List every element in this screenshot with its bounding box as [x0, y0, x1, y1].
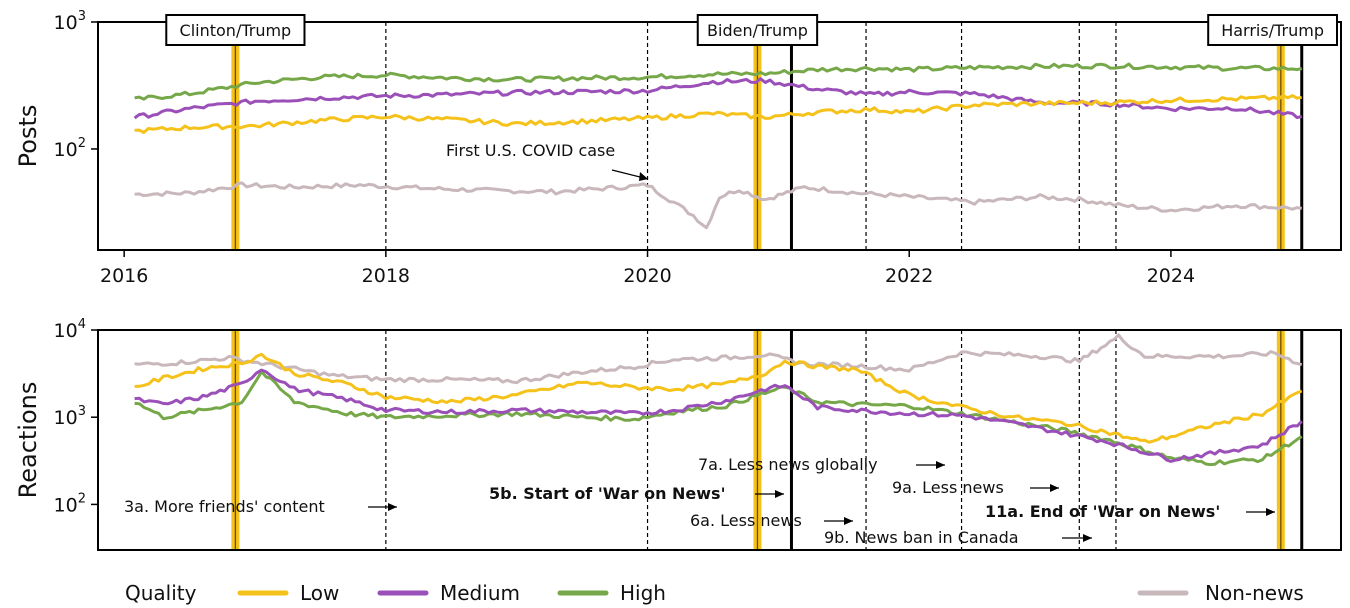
reactions-axes-frame [97, 329, 1342, 551]
reactions-ylabel: Reactions [14, 382, 42, 499]
annotation-arrowhead [775, 490, 784, 498]
legend: Quality Low Medium High Non-news [125, 581, 1304, 605]
annotation-arrowhead [388, 503, 397, 511]
posts-panel: 102 103 2016 2018 2020 2022 2024 Posts First U… [14, 9, 1342, 287]
legend-title: Quality [125, 581, 197, 605]
annotation-covid: First U.S. COVID case [446, 141, 615, 160]
series-line-high [134, 370, 1303, 467]
series-line-medium [134, 368, 1303, 463]
event-annotation: 9a. Less news [892, 478, 1004, 497]
xtick-label: 2016 [100, 265, 148, 287]
series-line-low [134, 352, 1303, 444]
annotation-arrowhead [639, 172, 648, 181]
series-line-high [134, 62, 1303, 101]
annotation-arrowhead [844, 517, 853, 525]
xtick-label: 2018 [362, 265, 410, 287]
reactions-ytick-label: 103 [54, 404, 86, 429]
election-label-box: Harris/Trump [1207, 14, 1338, 46]
series-line-non-news [134, 333, 1303, 385]
event-annotation: 6a. Less news [690, 511, 802, 530]
event-annotation: 11a. End of 'War on News' [985, 502, 1220, 521]
election-label: Clinton/Trump [180, 21, 292, 40]
annotation-arrowhead [936, 461, 945, 469]
annotation-arrowhead [1050, 484, 1059, 492]
election-label: Harris/Trump [1221, 21, 1324, 40]
annotation-arrowhead [1083, 534, 1092, 542]
event-annotation: 3a. More friends' content [124, 497, 325, 516]
reactions-ytick-label: 102 [54, 491, 86, 516]
posts-ylabel: Posts [14, 105, 42, 168]
legend-label-low: Low [300, 581, 339, 605]
reactions-panel: 102 103 104 Reactions 3a. More friends' co… [14, 317, 1342, 551]
legend-label-medium: Medium [440, 581, 520, 605]
event-annotation: 9b. News ban in Canada [824, 528, 1019, 547]
election-label-box: Clinton/Trump [165, 14, 306, 46]
election-label-box: Biden/Trump [696, 14, 819, 46]
posts-ytick-label: 102 [54, 136, 86, 161]
legend-label-high: High [620, 581, 666, 605]
xtick-label: 2022 [885, 265, 933, 287]
series-line-non-news [134, 181, 1302, 230]
series-line-medium [133, 77, 1303, 120]
annotation-arrowhead [1266, 508, 1275, 516]
reactions-ytick-label: 104 [54, 317, 86, 342]
legend-label-non-news: Non-news [1205, 581, 1304, 605]
event-annotation: 5b. Start of 'War on News' [489, 484, 725, 503]
election-label: Biden/Trump [707, 21, 808, 40]
xtick-label: 2020 [623, 265, 671, 287]
posts-axes-frame [97, 21, 1342, 251]
posts-ytick-label: 103 [54, 9, 86, 34]
event-annotation: 7a. Less news globally [698, 455, 878, 474]
series-line-low [134, 94, 1302, 134]
xtick-label: 2024 [1147, 265, 1195, 287]
